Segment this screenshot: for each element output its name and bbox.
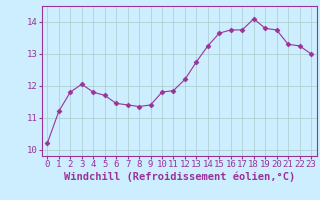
X-axis label: Windchill (Refroidissement éolien,°C): Windchill (Refroidissement éolien,°C) <box>64 172 295 182</box>
